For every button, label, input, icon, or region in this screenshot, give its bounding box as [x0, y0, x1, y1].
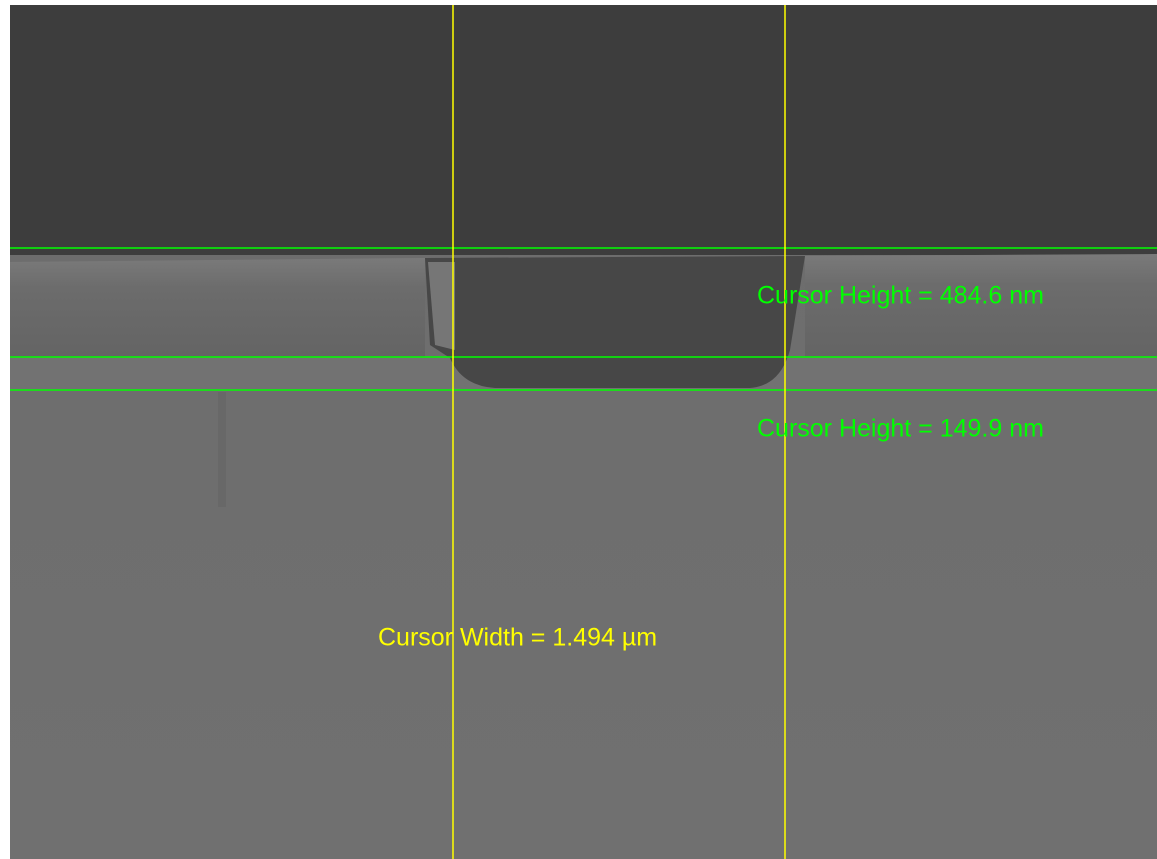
- artifact: [218, 392, 226, 507]
- width-label: Cursor Width = 1.494 µm: [378, 624, 657, 652]
- trench: [425, 256, 805, 388]
- page: Cursor Height = 484.6 nm Cursor Height =…: [0, 0, 1157, 859]
- height-label: Cursor Height = 484.6 nm: [757, 282, 1044, 310]
- height-label: Cursor Height = 149.9 nm: [757, 415, 1044, 443]
- sem-view: Cursor Height = 484.6 nm Cursor Height =…: [0, 0, 1157, 859]
- film-left: [10, 258, 425, 357]
- vacuum: [10, 5, 1157, 255]
